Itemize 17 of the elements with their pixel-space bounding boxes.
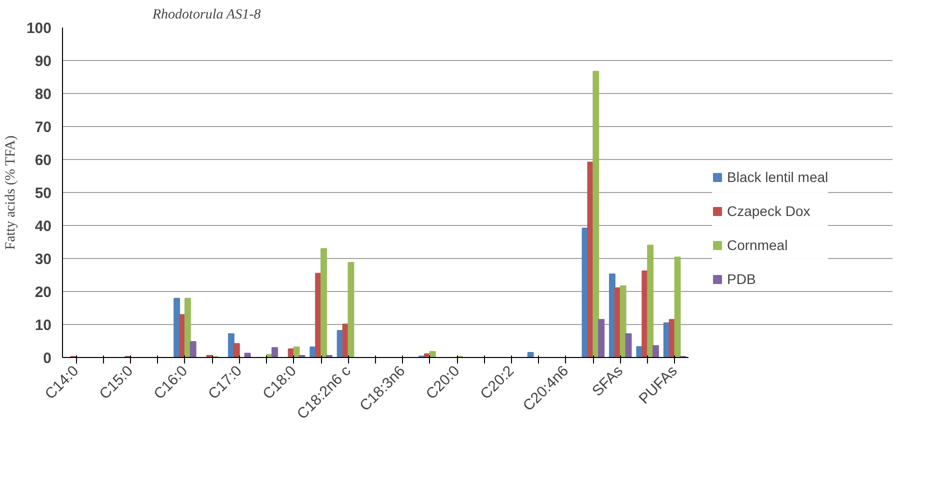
y-tick-label: 40 bbox=[34, 218, 52, 235]
y-tick-label: 50 bbox=[34, 185, 52, 202]
legend-label: Black lentil meal bbox=[727, 169, 828, 185]
y-tick-label: 10 bbox=[34, 317, 52, 334]
legend-label: Czapeck Dox bbox=[727, 203, 810, 219]
chart-title: Rhodotorula AS1-8 bbox=[152, 8, 261, 22]
y-tick-label: 70 bbox=[34, 119, 52, 136]
legend-label: Cornmeal bbox=[727, 237, 788, 253]
legend-label: PDB bbox=[727, 271, 756, 287]
y-tick-label: 100 bbox=[26, 20, 52, 37]
y-axis-title: Fatty acids (% TFA) bbox=[3, 135, 18, 250]
y-tick-label: 60 bbox=[34, 152, 52, 169]
y-tick-label: 90 bbox=[34, 53, 52, 70]
y-tick-label: 30 bbox=[34, 251, 52, 268]
y-tick-label: 0 bbox=[43, 350, 52, 367]
y-tick-label: 20 bbox=[34, 284, 52, 301]
y-tick-label: 80 bbox=[34, 86, 52, 103]
